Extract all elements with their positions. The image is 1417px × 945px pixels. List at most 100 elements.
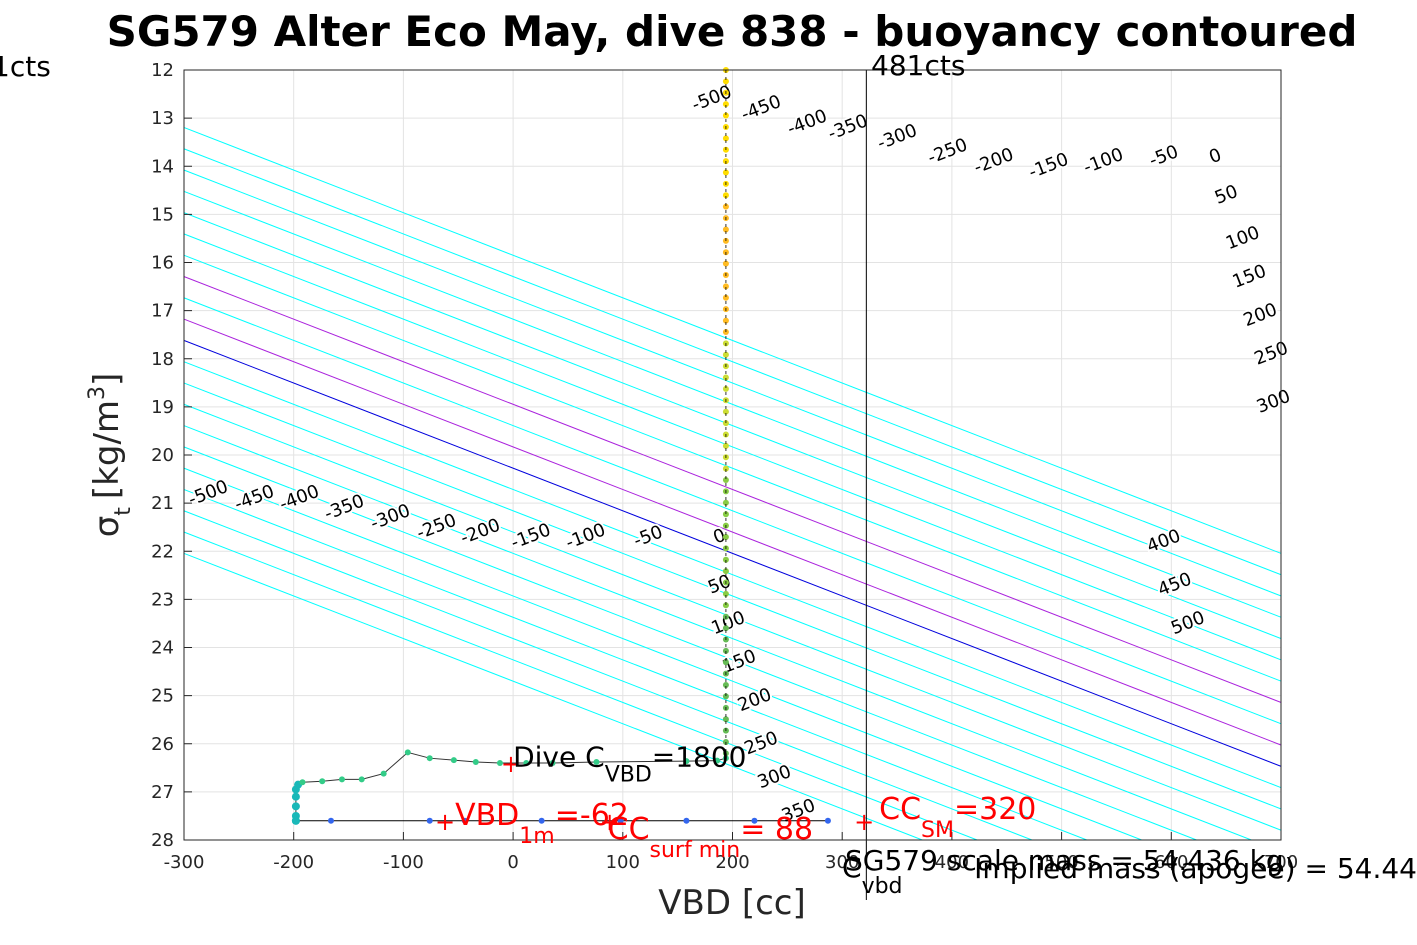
dive-point (549, 760, 556, 766)
profile-point (722, 260, 729, 267)
x-tick-label: 100 (606, 852, 640, 873)
contour-lines (184, 126, 1281, 840)
contour-line (184, 382, 1281, 810)
contour-line (184, 467, 1142, 840)
dive-point (714, 757, 721, 764)
y-axis-sub: t (111, 507, 136, 516)
climb-point (327, 817, 334, 824)
profile-point (722, 169, 729, 176)
contour-line (184, 339, 1281, 767)
contour-line (184, 254, 1281, 682)
profile-point (722, 294, 729, 301)
y-tick-label: 26 (151, 734, 174, 755)
climb-point (461, 817, 468, 824)
scale-mass-label: SG579 scale mass = 54.436 kg (845, 844, 1284, 877)
contour-line (184, 510, 1033, 840)
x-tick-label: 600 (1154, 852, 1188, 873)
dive-series (291, 67, 831, 825)
dive-point (523, 760, 530, 766)
dive-c-vbd-label: Dive CVBD=1800 (513, 740, 746, 787)
dive-point (291, 792, 300, 801)
contour-line (184, 318, 1281, 746)
cc-surf-min-marker: + (600, 808, 620, 836)
profile-point (722, 465, 729, 472)
y-tick-label: 13 (151, 108, 174, 129)
contour-line (184, 276, 1281, 703)
dive-point (472, 759, 479, 766)
profile-point (722, 135, 729, 142)
profile-point (722, 101, 729, 108)
contour-line (184, 190, 1281, 618)
y-tick-label: 25 (151, 686, 174, 707)
dive-point (404, 749, 411, 756)
dive-point (593, 759, 600, 766)
x-axis-label: VBD [cc] (658, 883, 806, 923)
y-tick-label: 14 (151, 156, 174, 177)
climb-point (538, 817, 545, 824)
y-tick-label: 17 (151, 301, 174, 322)
y-tick-label: 15 (151, 204, 174, 225)
y-tick-label: 22 (151, 541, 174, 562)
svg-text:σt[kg/m3]: σt [kg/m3] (85, 373, 136, 538)
contour-line (184, 531, 978, 840)
contour-line (184, 169, 1281, 597)
x-tick-label: -300 (164, 852, 205, 873)
contour-line (184, 233, 1281, 661)
profile-point (722, 590, 729, 597)
c-vbd-bottom-label: Cvbd (842, 851, 903, 899)
y-tick-label: 24 (151, 638, 174, 659)
profile-point (722, 568, 729, 575)
dive-point (426, 755, 433, 762)
cc-sm-label: CCSM=320 (879, 792, 1036, 843)
profile-point (722, 682, 729, 689)
contour-line (184, 361, 1281, 789)
profile-point (722, 625, 729, 632)
profile-point (722, 112, 729, 119)
contour-line (184, 552, 923, 840)
profile-point (722, 442, 729, 449)
profile-point (722, 192, 729, 199)
vbd-counts-label: 481cts (871, 49, 965, 82)
y-tick-label: 21 (151, 493, 174, 514)
y-tick-label: 20 (151, 445, 174, 466)
climb-point (426, 817, 433, 824)
dive-point (722, 755, 729, 762)
profile-point (722, 283, 729, 290)
y-tick-label: 28 (151, 830, 174, 851)
y-axis-unit: [kg/m (87, 400, 127, 499)
x-tick-label: 200 (715, 852, 749, 873)
profile-point (722, 602, 729, 609)
profile-point (722, 556, 729, 563)
contour-line (184, 297, 1281, 725)
climb-point (291, 816, 300, 825)
dive-point (496, 760, 503, 766)
profile-point (722, 374, 729, 381)
x-tick-label: 0 (507, 852, 518, 873)
y-tick-label: 12 (151, 60, 174, 81)
y-axis-label: σt [kg/m3] (85, 373, 136, 538)
y-tick-label: 23 (151, 589, 174, 610)
profile-point (722, 499, 729, 506)
profile-point (722, 647, 729, 654)
profile-point (722, 420, 729, 427)
y-axis-symbol: σ (87, 516, 127, 538)
dive-point (299, 779, 306, 786)
y-axis-end: ] (87, 373, 127, 386)
contour-line (184, 126, 1281, 554)
climb-point (617, 817, 624, 824)
profile-point (722, 659, 729, 666)
profile-point (722, 716, 729, 723)
x-tick-label: 300 (825, 852, 859, 873)
contour-line (184, 403, 1281, 831)
dive-point (358, 776, 365, 783)
dive-point (380, 770, 387, 777)
dive-point (338, 776, 345, 783)
vbd-1m-label: VBD1m=-62 (455, 798, 629, 849)
y-tick-label: 27 (151, 782, 174, 803)
profile-point (722, 533, 729, 540)
climb-point (751, 817, 758, 824)
y-axis-sup: 3 (85, 386, 110, 400)
profile-point (722, 317, 729, 324)
cc-sm-marker: + (854, 808, 874, 836)
